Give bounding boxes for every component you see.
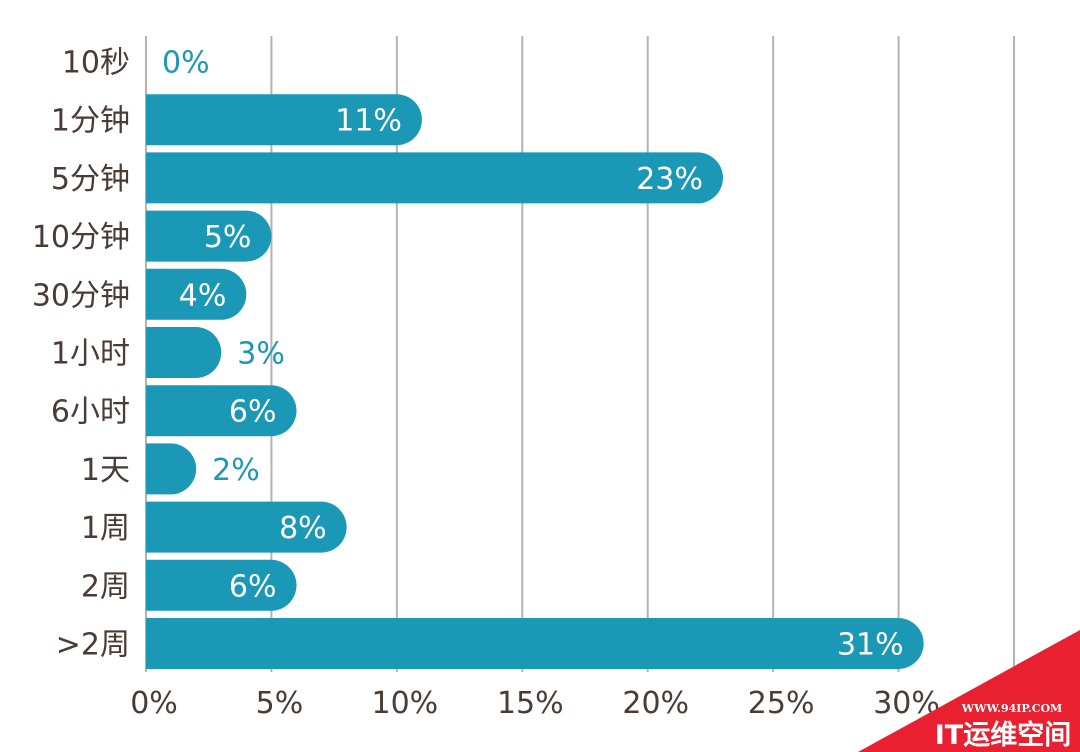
category-label: 10秒 [62, 46, 130, 81]
category-label: >2周 [56, 628, 130, 663]
bar [146, 327, 222, 378]
bar-value-label: 8% [279, 511, 327, 546]
category-label: 10分钟 [32, 220, 130, 255]
bar [146, 618, 924, 669]
bar [146, 94, 422, 146]
watermark: WWW.94IP.COM IT运维空间 [858, 630, 1080, 752]
category-label: 1小时 [51, 337, 130, 372]
bar [146, 210, 272, 262]
bar-value-label: 31% [837, 628, 904, 663]
bar-value-label: 0% [162, 46, 210, 81]
category-label: 30分钟 [32, 278, 130, 313]
bar-value-label: 4% [179, 278, 227, 313]
watermark-url: WWW.94IP.COM [961, 702, 1062, 715]
bar-value-label: 6% [229, 395, 277, 430]
category-labels: 10秒 1分钟 5分钟 10分钟 30分钟 1小时 6小时 1天 1周 2周 >2周 [32, 46, 130, 663]
bar [146, 501, 347, 553]
x-tick-label: 0% [130, 686, 178, 721]
bar-value-label: 23% [636, 162, 703, 197]
bar-value-label: 2% [212, 453, 260, 488]
watermark-text: IT运维空间 [935, 719, 1071, 751]
x-tick-label: 10% [372, 686, 439, 721]
x-tick-label: 25% [748, 686, 815, 721]
category-label: 1周 [81, 511, 130, 546]
bar [146, 152, 723, 204]
bar-value-label: 11% [335, 104, 402, 139]
bar-value-label: 5% [204, 220, 252, 255]
x-tick-label: 15% [497, 686, 564, 721]
bar [146, 559, 297, 611]
category-label: 1分钟 [51, 104, 130, 139]
bar [146, 385, 297, 437]
category-label: 2周 [81, 569, 130, 604]
x-tick-label: 5% [256, 686, 304, 721]
bar-value-label: 3% [237, 337, 285, 372]
bar-value-label: 6% [229, 569, 277, 604]
x-axis-tick-labels: 0% 5% 10% 15% 20% 25% 30% [130, 686, 940, 721]
bar [146, 268, 247, 320]
category-label: 1天 [81, 453, 130, 488]
category-label: 5分钟 [51, 162, 130, 197]
category-label: 6小时 [51, 395, 130, 430]
x-tick-label: 20% [622, 686, 689, 721]
watermark-triangle [858, 630, 1080, 752]
bars: 0%11%23%5%4%3%6%2%8%6%31% [146, 46, 924, 669]
bar [146, 443, 197, 495]
